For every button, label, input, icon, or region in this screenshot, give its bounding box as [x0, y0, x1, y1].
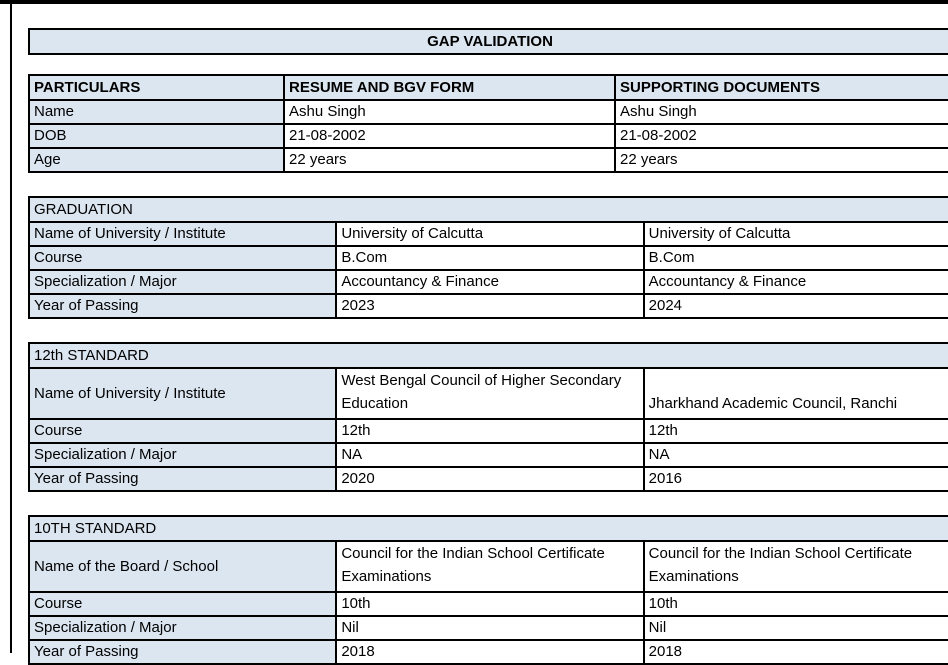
column-header-particulars: PARTICULARS [28, 74, 285, 101]
table-row: Name of the Board / School Council for t… [27, 540, 948, 593]
cell-resume-specialization: Nil [335, 615, 645, 641]
cell-supporting-course: 12th [642, 418, 948, 444]
page-left-border [10, 4, 12, 653]
cell-supporting-age: 22 years [614, 147, 948, 173]
cell-supporting-year: 2024 [642, 293, 948, 319]
section-title-graduation: GRADUATION [28, 196, 948, 223]
page-top-border [0, 0, 948, 4]
cell-label-university: Name of University / Institute [27, 221, 338, 247]
column-header-supporting-docs: SUPPORTING DOCUMENTS [614, 74, 948, 101]
cell-label-university: Name of University / Institute [27, 367, 338, 420]
gap-validation-document: GAP VALIDATION PARTICULARS RESUME AND BG… [27, 4, 948, 665]
cell-label-year: Year of Passing [27, 639, 338, 665]
table-row: Specialization / Major Accountancy & Fin… [27, 269, 948, 295]
table-row: Course B.Com B.Com [27, 245, 948, 271]
cell-resume-board: Council for the Indian School Certificat… [335, 540, 645, 593]
cell-supporting-name: Ashu Singh [614, 99, 948, 125]
table-row: Age 22 years 22 years [28, 147, 948, 173]
cell-resume-year: 2020 [335, 466, 645, 492]
cell-label-course: Course [27, 245, 338, 271]
cell-resume-specialization: NA [335, 442, 645, 468]
cell-label-specialization: Specialization / Major [27, 615, 338, 641]
cell-label-dob: DOB [28, 123, 285, 149]
graduation-table: GRADUATION Name of University / Institut… [27, 196, 948, 319]
table-row: Specialization / Major Nil Nil [27, 615, 948, 641]
table-row: Year of Passing 2020 2016 [27, 466, 948, 492]
table-row: Course 12th 12th [27, 418, 948, 444]
table-row: Name Ashu Singh Ashu Singh [28, 99, 948, 125]
cell-label-board: Name of the Board / School [27, 540, 338, 593]
section-header-row: GRADUATION [28, 196, 948, 223]
cell-resume-name: Ashu Singh [283, 99, 616, 125]
cell-supporting-course: 10th [642, 591, 948, 617]
cell-supporting-university: University of Calcutta [642, 221, 948, 247]
cell-resume-specialization: Accountancy & Finance [335, 269, 645, 295]
cell-label-specialization: Specialization / Major [27, 269, 338, 295]
particulars-table: PARTICULARS RESUME AND BGV FORM SUPPORTI… [28, 74, 948, 173]
cell-resume-course: 12th [335, 418, 645, 444]
cell-label-course: Course [27, 418, 338, 444]
section-header-row: 12th STANDARD [28, 342, 948, 369]
table-header-row: PARTICULARS RESUME AND BGV FORM SUPPORTI… [28, 74, 948, 101]
cell-resume-university: University of Calcutta [335, 221, 645, 247]
cell-supporting-specialization: Accountancy & Finance [642, 269, 948, 295]
table-row: Year of Passing 2023 2024 [27, 293, 948, 319]
section-header-row: 10TH STANDARD [28, 515, 948, 542]
cell-label-age: Age [28, 147, 285, 173]
cell-resume-dob: 21-08-2002 [283, 123, 616, 149]
cell-supporting-specialization: Nil [642, 615, 948, 641]
cell-label-year: Year of Passing [27, 293, 338, 319]
table-row: Year of Passing 2018 2018 [27, 639, 948, 665]
twelfth-standard-table: 12th STANDARD Name of University / Insti… [27, 342, 948, 492]
cell-label-specialization: Specialization / Major [27, 442, 338, 468]
page-title: GAP VALIDATION [28, 28, 948, 55]
tenth-standard-table: 10TH STANDARD Name of the Board / School… [27, 515, 948, 665]
table-row: Name of University / Institute Universit… [27, 221, 948, 247]
cell-resume-year: 2018 [335, 639, 645, 665]
cell-label-year: Year of Passing [27, 466, 338, 492]
cell-label-course: Course [27, 591, 338, 617]
cell-supporting-course: B.Com [642, 245, 948, 271]
cell-supporting-dob: 21-08-2002 [614, 123, 948, 149]
table-row: Course 10th 10th [27, 591, 948, 617]
cell-resume-age: 22 years [283, 147, 616, 173]
cell-supporting-specialization: NA [642, 442, 948, 468]
cell-supporting-year: 2016 [642, 466, 948, 492]
cell-resume-course: B.Com [335, 245, 645, 271]
cell-resume-year: 2023 [335, 293, 645, 319]
cell-supporting-university: Jharkhand Academic Council, Ranchi [642, 367, 948, 420]
section-title-12th: 12th STANDARD [28, 342, 948, 369]
table-row: Name of University / Institute West Beng… [27, 367, 948, 420]
cell-resume-university: West Bengal Council of Higher Secondary … [335, 367, 645, 420]
table-row: DOB 21-08-2002 21-08-2002 [28, 123, 948, 149]
table-row: Specialization / Major NA NA [27, 442, 948, 468]
cell-label-name: Name [28, 99, 285, 125]
cell-resume-course: 10th [335, 591, 645, 617]
section-title-10th: 10TH STANDARD [28, 515, 948, 542]
cell-supporting-board: Council for the Indian School Certificat… [642, 540, 948, 593]
column-header-resume-bgv: RESUME AND BGV FORM [283, 74, 616, 101]
cell-supporting-year: 2018 [642, 639, 948, 665]
